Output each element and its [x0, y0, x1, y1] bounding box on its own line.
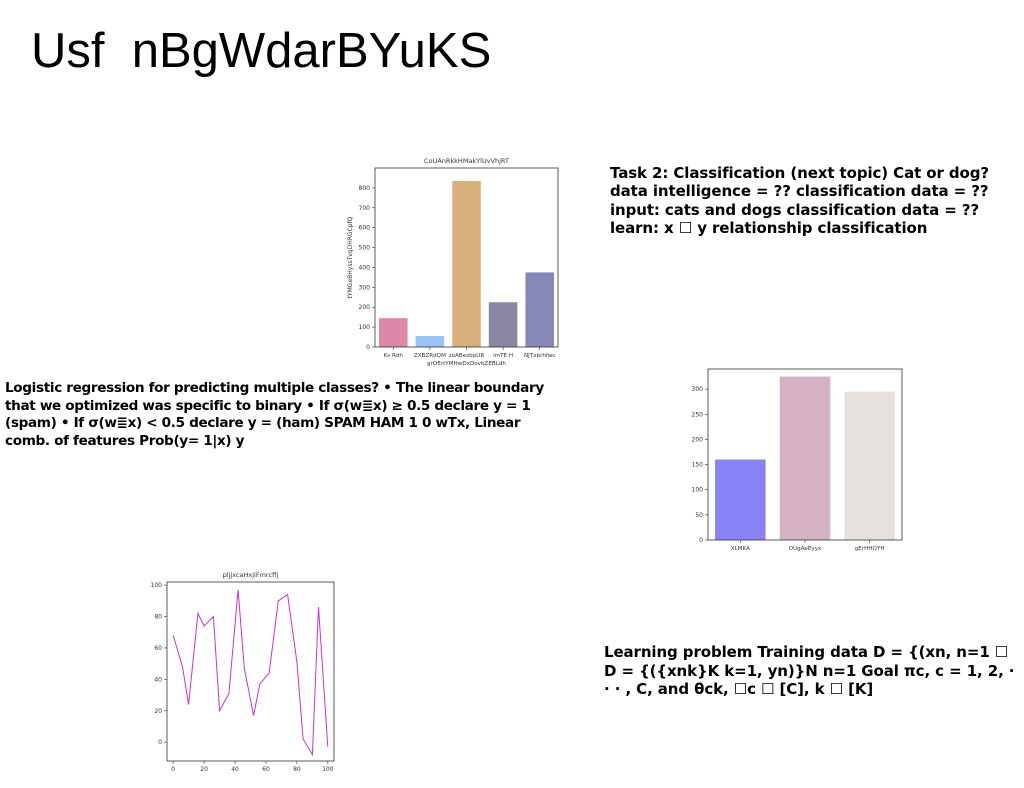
- y-tick-label: 80: [154, 614, 162, 621]
- x-tick-label: 80: [293, 766, 301, 773]
- x-tick-label: imTE H: [493, 353, 513, 359]
- learning-problem-paragraph: Learning problem Training data D = {(xn,…: [604, 643, 1015, 698]
- x-tick-label: ZXBZRdQM: [414, 353, 446, 359]
- x-axis-label: grOErtYMHwDxDovbZEBLdh: [427, 361, 506, 367]
- y-tick-label: 200: [359, 304, 371, 311]
- slide-title: Usf nBgWdarBYuKS: [31, 24, 492, 78]
- logistic-regression-paragraph: Logistic regression for predicting multi…: [5, 380, 544, 449]
- y-tick-label: 600: [359, 225, 371, 232]
- y-tick-label: 100: [692, 487, 704, 494]
- plot-frame: [166, 581, 335, 762]
- bar: [715, 459, 766, 540]
- bar: [415, 336, 445, 347]
- y-tick-label: 0: [158, 739, 162, 746]
- bar: [488, 302, 518, 347]
- bar-chart-top: 0 100 200 300 400 500 600 700 800 Ks Rdh ZXBZRdQM z…: [347, 157, 559, 367]
- x-tick-label: 100: [322, 766, 334, 773]
- y-tick-label: 60: [154, 645, 162, 652]
- y-tick-label: 100: [151, 582, 163, 589]
- y-tick-label: 250: [692, 411, 704, 418]
- x-tick-label: XLMKA: [731, 546, 750, 552]
- y-tick-label: 0: [366, 344, 370, 351]
- y-tick-label: 200: [692, 436, 704, 443]
- y-axis-label: tYMGeBHyssTvqDHRGCpfQ: [347, 216, 354, 298]
- x-tick-label: 60: [262, 766, 270, 773]
- x-tick-label: 40: [231, 766, 239, 773]
- classification-task-paragraph: Task 2: Classification (next topic) Cat …: [610, 164, 990, 237]
- chart-title: CoUAnRkkHMakYlUvVhjRT: [424, 157, 509, 165]
- x-tick-label: zoABezbpUR: [449, 353, 485, 359]
- x-tick-label: NJTxbrhfwc: [524, 353, 555, 359]
- bar-chart-right: 0 50 100 150 200 250 300 XLMKA OUgAeEyyx gErHHQYH: [692, 368, 903, 552]
- y-tick-label: 150: [692, 462, 704, 469]
- bar: [525, 272, 554, 347]
- series-line: [172, 589, 329, 757]
- y-tick-label: 500: [359, 245, 371, 252]
- y-tick-label: 20: [154, 708, 162, 715]
- chart-title: pljjxcaHxjiFmrcffj: [223, 571, 279, 579]
- bar: [779, 376, 831, 540]
- y-tick-label: 300: [692, 386, 704, 393]
- x-tick-label: OUgAeEyyx: [789, 546, 822, 552]
- y-tick-label: 100: [359, 324, 371, 331]
- x-tick-label: 0: [171, 766, 175, 773]
- bar: [844, 391, 895, 540]
- y-tick-label: 400: [359, 264, 371, 271]
- bar: [379, 318, 408, 347]
- y-tick-label: 50: [695, 512, 703, 519]
- x-tick-label: 20: [200, 766, 208, 773]
- line-chart-bottom: 0 20 40 60 80 100 0 20 40 60 80 100 pljjxcaHxjiFmrcf…: [151, 571, 335, 773]
- y-tick-label: 700: [359, 205, 371, 212]
- y-tick-label: 800: [359, 185, 371, 192]
- x-tick-label: gErHHQYH: [855, 546, 885, 552]
- y-tick-label: 300: [359, 284, 371, 291]
- y-tick-label: 40: [154, 676, 162, 683]
- x-tick-label: Ks Rdh: [384, 353, 404, 359]
- bar: [452, 180, 481, 347]
- y-tick-label: 0: [699, 537, 703, 544]
